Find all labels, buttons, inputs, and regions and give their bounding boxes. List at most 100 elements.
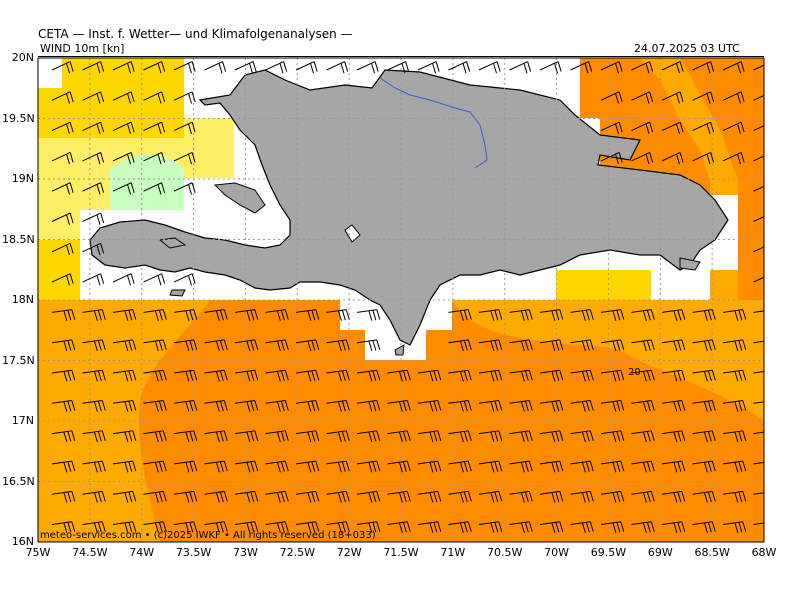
wind-barb xyxy=(112,490,137,503)
wind-barb xyxy=(448,490,472,503)
lon-tick-label: 73.5W xyxy=(175,546,212,559)
wind-barb xyxy=(661,400,686,412)
wind-barb xyxy=(82,430,106,443)
wind-barb xyxy=(51,339,76,352)
wind-barb xyxy=(753,216,764,222)
lat-lon-grid xyxy=(38,58,764,542)
wind-barb xyxy=(51,273,74,286)
wind-barb xyxy=(112,400,137,412)
wind-barb xyxy=(234,339,259,352)
wind-barb xyxy=(600,490,625,503)
lon-tick-label: 71.5W xyxy=(383,546,419,559)
wind-barb xyxy=(173,339,198,352)
wind-barb xyxy=(265,521,289,533)
wind-barb xyxy=(112,61,135,74)
wind-barb xyxy=(356,490,381,503)
wind-barb xyxy=(570,339,594,352)
wind-barb xyxy=(173,369,198,382)
wind-barb xyxy=(143,369,167,382)
wind-barb xyxy=(417,61,440,74)
wind-barb xyxy=(356,430,381,443)
wind-field-moderate-east xyxy=(452,300,764,420)
wind-barb xyxy=(753,94,764,101)
lon-tick-label: 69.5W xyxy=(590,546,627,559)
wind-barb xyxy=(631,151,654,165)
wind-barb xyxy=(82,490,106,503)
wind-barb xyxy=(600,369,625,382)
wind-barb xyxy=(112,91,135,104)
wind-barb xyxy=(417,400,442,412)
wind-barb xyxy=(143,151,166,165)
wind-barb xyxy=(448,369,472,382)
wind-barb xyxy=(692,369,716,382)
wind-barb xyxy=(204,400,228,412)
wind-barb xyxy=(82,400,106,412)
wind-barb xyxy=(753,340,764,344)
wind-barb xyxy=(509,490,533,503)
wind-barb xyxy=(722,400,747,412)
wind-barb xyxy=(82,242,105,256)
lon-tick-label: 72W xyxy=(336,546,362,559)
wind-barb xyxy=(143,430,167,443)
wind-barb xyxy=(173,121,196,134)
wind-barb xyxy=(204,369,228,382)
wind-barb xyxy=(295,61,318,74)
wind-barb xyxy=(265,61,288,74)
wind-barb xyxy=(143,121,166,134)
wind-barb xyxy=(722,121,745,134)
wind-barb xyxy=(387,490,411,503)
wind-barb xyxy=(173,273,196,286)
wind-barb xyxy=(692,91,715,104)
wind-barb xyxy=(692,121,715,134)
wind-barb xyxy=(753,155,764,162)
lon-tick-label: 68W xyxy=(751,546,777,559)
wind-barb xyxy=(387,369,411,382)
wind-barb xyxy=(356,521,381,533)
wind-barb xyxy=(661,369,686,382)
wind-barb xyxy=(509,400,533,412)
wind-barb xyxy=(82,151,105,165)
lat-tick-label: 19N xyxy=(11,172,34,185)
wind-barb xyxy=(539,430,564,443)
wind-barb xyxy=(295,309,320,321)
river xyxy=(379,77,488,169)
wind-barb xyxy=(51,400,76,412)
wind-barb xyxy=(112,273,135,286)
wind-barb xyxy=(51,490,76,503)
lon-tick-label: 74W xyxy=(129,546,155,559)
wind-barb xyxy=(753,246,764,253)
wind-barb xyxy=(753,185,764,192)
wind-barb xyxy=(631,339,655,352)
wind-barb xyxy=(204,61,227,74)
wind-barb xyxy=(417,369,442,382)
wind-barb xyxy=(631,121,654,134)
wind-barb xyxy=(295,339,320,352)
wind-barb xyxy=(722,430,747,443)
wind-barb xyxy=(509,430,533,443)
wind-barb xyxy=(326,61,349,74)
wind-barb xyxy=(661,91,684,104)
wind-barb xyxy=(265,400,289,412)
wind-barb xyxy=(509,339,533,352)
wind-barb xyxy=(51,521,76,533)
wind-barb xyxy=(204,309,228,321)
wind-barb xyxy=(600,460,625,473)
wind-barb xyxy=(51,91,74,104)
wind-barb xyxy=(173,490,198,503)
wind-barb xyxy=(661,309,686,321)
wind-barb xyxy=(356,369,381,382)
lat-tick-label: 17N xyxy=(11,414,34,427)
wind-barb xyxy=(661,521,686,533)
wind-barb xyxy=(539,400,564,412)
valid-time: 24.07.2025 03 UTC xyxy=(634,42,740,55)
wind-barb xyxy=(204,521,228,533)
wind-barb xyxy=(661,460,686,473)
wind-barb xyxy=(173,460,198,473)
wind-barb xyxy=(356,339,381,352)
wind-barb xyxy=(82,460,106,473)
wind-barb xyxy=(448,339,472,352)
contour-label: 20 xyxy=(628,367,641,378)
wind-barb xyxy=(51,369,76,382)
wind-barb xyxy=(82,273,105,286)
wind-barb xyxy=(112,121,135,134)
